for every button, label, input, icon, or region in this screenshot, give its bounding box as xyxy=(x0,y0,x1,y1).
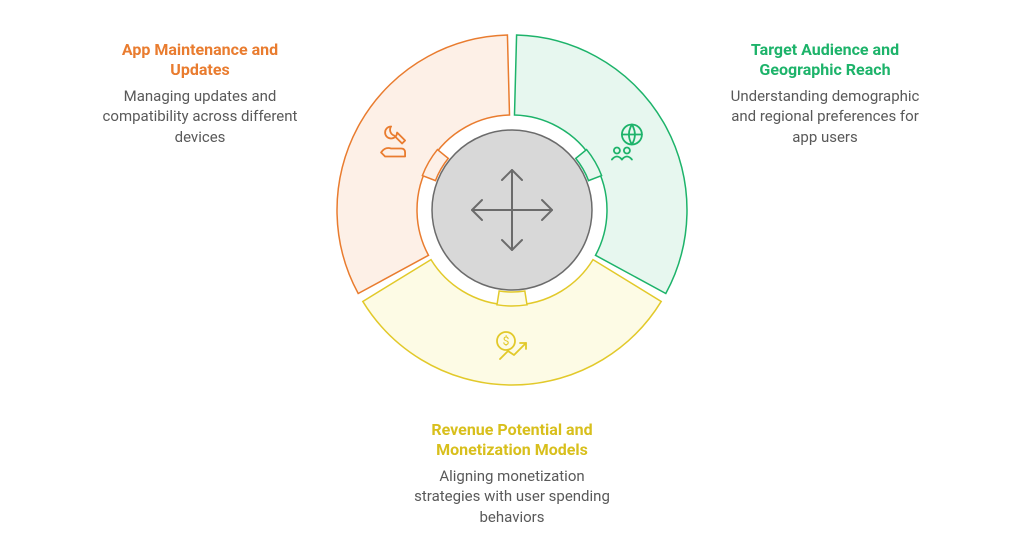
label-maintenance: App Maintenance and Updates Managing upd… xyxy=(95,40,305,147)
svg-text:$: $ xyxy=(503,334,510,348)
title-maintenance: App Maintenance and Updates xyxy=(95,40,305,80)
desc-audience: Understanding demographic and regional p… xyxy=(720,86,930,147)
desc-maintenance: Managing updates and compatibility acros… xyxy=(95,86,305,147)
title-audience: Target Audience and Geographic Reach xyxy=(720,40,930,80)
label-revenue: Revenue Potential and Monetization Model… xyxy=(407,420,617,527)
desc-revenue: Aligning monetization strategies with us… xyxy=(407,466,617,527)
title-revenue: Revenue Potential and Monetization Model… xyxy=(407,420,617,460)
label-audience: Target Audience and Geographic Reach Und… xyxy=(720,40,930,147)
radial-diagram: $ App Maintenance and Updates Managing u… xyxy=(0,0,1024,555)
